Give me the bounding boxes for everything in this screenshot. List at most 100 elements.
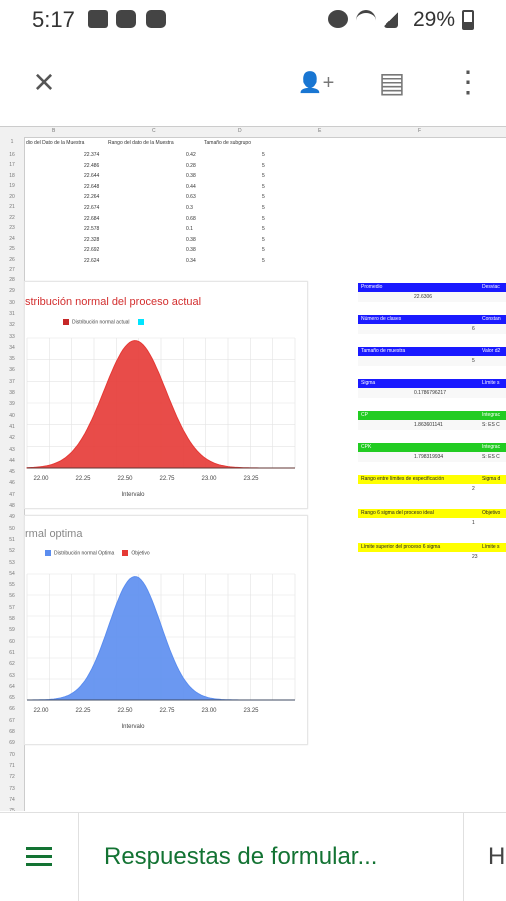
tick-label: 22.00 (33, 708, 49, 714)
image-icon (88, 10, 108, 28)
stat-extra: S: ES C (482, 454, 500, 460)
chart-title: rmal optima (25, 528, 83, 540)
row-number: 41 (9, 423, 15, 430)
stat-value-row: 5 (358, 356, 506, 366)
row-number: 61 (9, 649, 15, 656)
stat-label: CP Integrac (358, 411, 506, 420)
stat-block: Número de clases Constan 6 (358, 315, 506, 334)
stat-value-row: 1.863601141 S: ES C (358, 420, 506, 430)
tab-label: Respuestas de formular... (104, 843, 378, 870)
close-button[interactable]: × (33, 61, 55, 102)
tick-label: 22.75 (159, 708, 175, 714)
legend-item: Distribución normal Optima (45, 550, 114, 556)
table-cell: 22.644 (84, 173, 100, 180)
youtube-icon (146, 10, 166, 28)
stat-value: 1 (472, 520, 475, 526)
row-number: 23 (9, 225, 15, 231)
chart-plot: 22.00 22.25 22.50 22.75 23.00 23.25 Intervalo (26, 337, 296, 498)
more-options-button[interactable]: ⋮ (453, 65, 483, 99)
row-number: 22 (9, 214, 15, 221)
column-header: D (238, 128, 242, 134)
table-cell: 22.674 (84, 205, 100, 211)
tick-label: 22.25 (75, 708, 91, 714)
column-header: B (52, 128, 56, 134)
row-number: 75 (0, 808, 24, 811)
stat-label-text: Tamaño de muestra (361, 348, 406, 354)
table-cell: 5 (262, 173, 265, 180)
sheet-tabs-bar: Respuestas de formular... H (0, 812, 506, 901)
legend-label: Distribución normal actual (72, 319, 130, 326)
row-number: 40 (9, 412, 15, 419)
row-number: 34 (9, 344, 15, 351)
row-number: 32 (9, 322, 15, 329)
stat-label: Promedio Desviac (358, 283, 506, 292)
tab-next[interactable]: H (488, 843, 506, 870)
legend-item: Objetivo (122, 550, 150, 556)
row-number: 70 (9, 751, 15, 758)
stat-block: Rango entre límites de especificación Sig… (358, 475, 506, 494)
table-cell: 5 (262, 215, 265, 222)
row-number: 69 (9, 740, 15, 747)
stat-block: CPK Integrac 1.798319934 S: ES C (358, 443, 506, 462)
row-number: 46 (9, 480, 15, 487)
table-cell: 5 (262, 162, 265, 169)
menu-icon[interactable] (26, 847, 52, 867)
row-number: 66 (9, 706, 15, 713)
tick-label: 23.00 (201, 708, 217, 714)
comment-button[interactable]: ▤ (378, 66, 406, 98)
stat-label-text: CP (361, 412, 368, 418)
header-cell: Rango del dato de la Muestra (108, 140, 174, 146)
table-cell: 0.38 (186, 247, 196, 254)
stat-label-right: Integrac (482, 444, 501, 450)
youtube-icon (116, 10, 136, 28)
chart-optima[interactable]: rmal optima Distribución normal Optima O… (24, 515, 308, 745)
table-cell: 22.648 (84, 183, 100, 190)
stat-value: 0.1786796217 (414, 390, 446, 396)
stat-label-text: Sigma (361, 380, 376, 386)
row-number: 59 (9, 627, 15, 634)
table-cell: 5 (262, 205, 265, 211)
add-person-button[interactable]: 👤+ (297, 71, 335, 94)
toolbar: × 👤+ ▤ ⋮ (0, 40, 506, 126)
stat-label-text: Promedio (361, 284, 383, 290)
battery-percent: 29% (413, 8, 456, 31)
stat-label-text: Rango 6 sigma del proceso ideal (361, 510, 434, 516)
row-number: 71 (9, 762, 15, 769)
stat-label-text: Límite superior del proceso 6 sigma (361, 544, 441, 550)
stat-value-row: 6 (358, 324, 506, 334)
row-number: 24 (9, 235, 15, 242)
battery-icon (462, 10, 474, 30)
column-header: F (418, 128, 422, 134)
alarm-icon (328, 10, 348, 28)
table-cell: 0.28 (186, 162, 196, 169)
row-number: 58 (9, 616, 15, 622)
row-number: 25 (9, 246, 15, 252)
tab-respuestas[interactable]: Respuestas de formular... (78, 813, 464, 901)
stat-value-row: 1 (358, 518, 506, 528)
stat-label-right: Constan (482, 316, 501, 322)
stat-label-right: Desviac (482, 284, 500, 290)
row-number: 38 (9, 390, 15, 396)
tick-label: 22.25 (75, 476, 91, 482)
table-cell: 0.68 (186, 215, 196, 222)
x-axis-label: Intervalo (121, 724, 145, 730)
row-number: 31 (9, 310, 15, 317)
row-number: 42 (9, 435, 15, 442)
row-number: 74 (9, 796, 15, 803)
row-number: 1 (10, 139, 14, 145)
row-number: 39 (9, 401, 15, 408)
stat-label-text: Rango entre límites de especificación (361, 476, 445, 482)
chart-legend: Distribución normal Optima Objetivo (45, 550, 150, 556)
table-cell: 5 (262, 236, 265, 243)
chart-actual[interactable]: stribución normal del proceso actual Dis… (24, 281, 308, 509)
stat-value-row: 1.798319934 S: ES C (358, 452, 506, 462)
row-number: 18 (9, 172, 15, 179)
stat-label: Sigma Límite s (358, 379, 506, 388)
table-cell: 22.578 (84, 226, 100, 233)
legend-label: Distribución normal Optima (54, 550, 115, 557)
tick-label: 23.25 (243, 708, 259, 714)
spreadsheet-view[interactable]: B C D E F 1 16 17 18 19 20 21 22 23 24 25 26 27 28 29 3… (0, 126, 506, 811)
row-number: 68 (9, 729, 15, 735)
chart-plot: 22.00 22.25 22.50 22.75 23.00 23.25 Intervalo (26, 573, 296, 730)
row-number: 60 (9, 638, 15, 645)
